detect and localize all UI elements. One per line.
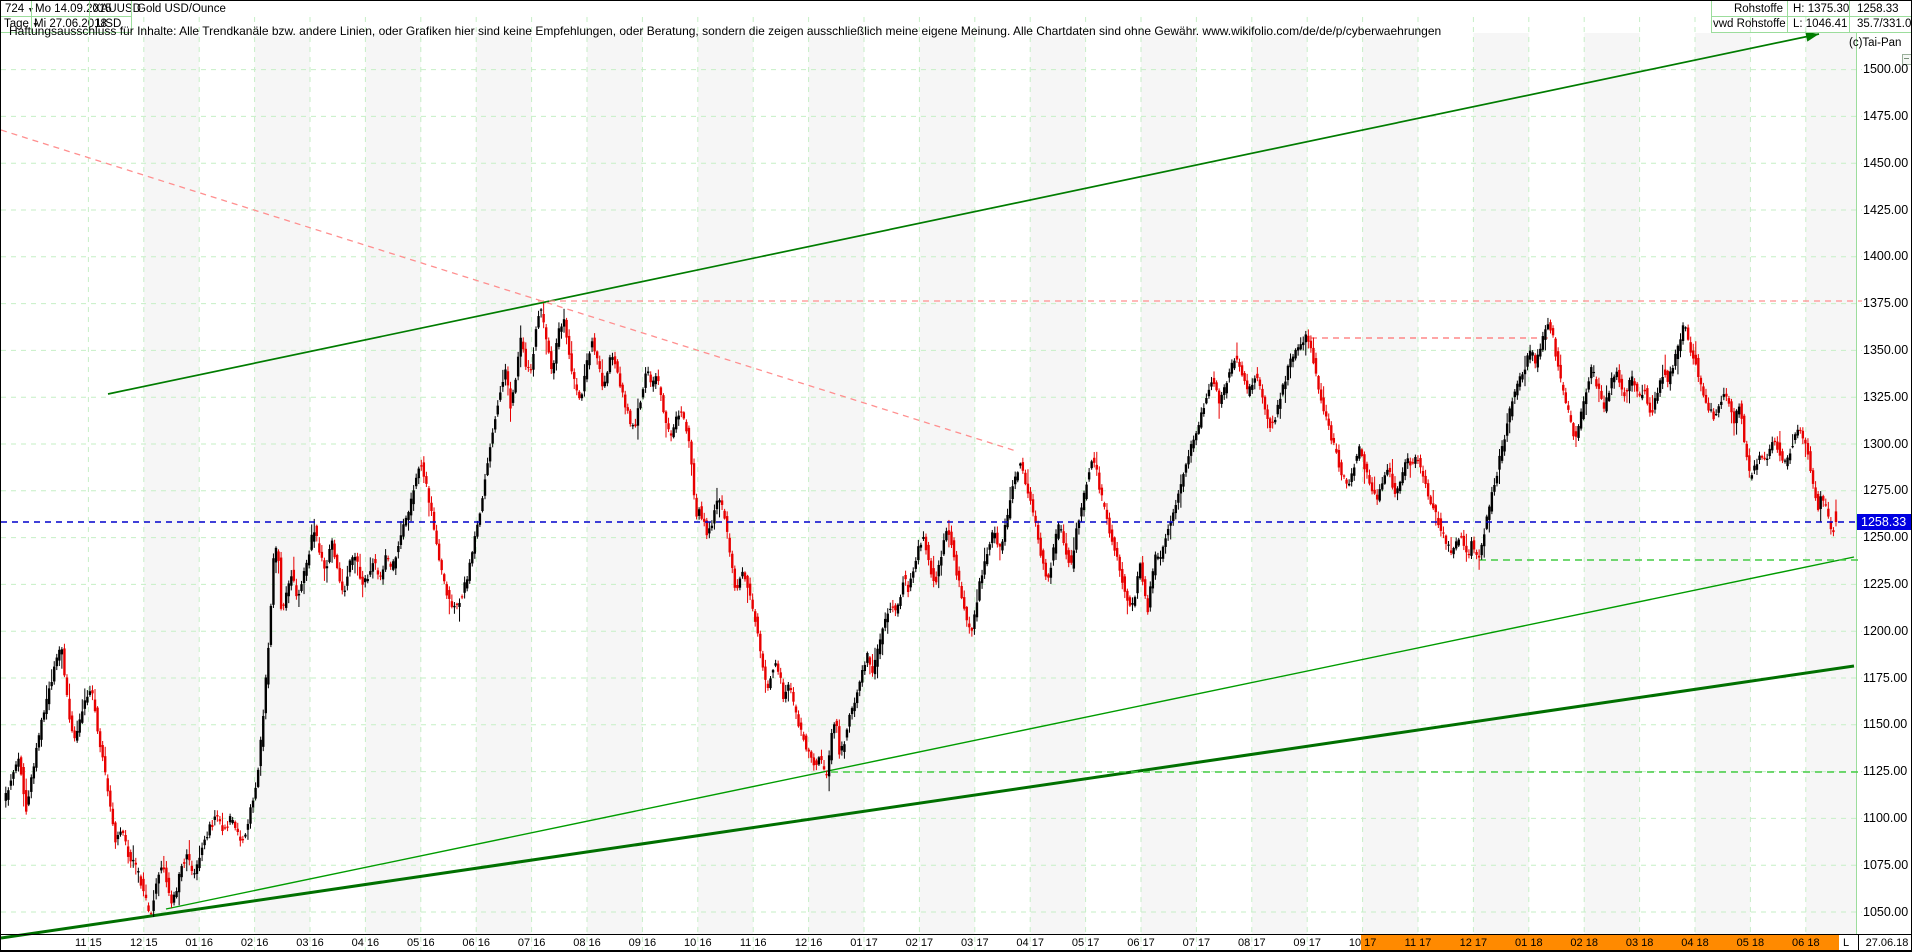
rising-resistance[interactable] [107,33,1820,395]
divider [1,934,1911,935]
month-label: 09 16 [628,937,657,949]
low-label: L: 1046.41 [1793,18,1848,30]
month-label: 11 16 [739,937,767,949]
month-label: 12 17 [1459,937,1488,949]
divider [1,32,131,33]
month-label: 07 16 [517,937,546,949]
symbol-field[interactable]: XAUUSD [93,3,141,15]
month-label: 12 16 [794,937,823,949]
month-label: 10 16 [684,937,712,949]
last-price-label: 1258.33 [1857,3,1899,15]
divider [131,1,132,32]
price-axis-label: 1200.00 [1863,623,1909,638]
month-bands [143,33,1856,934]
month-label: 02 18 [1570,937,1598,949]
month-label: 11 17 [1404,937,1432,949]
price-axis-label: 1325.00 [1863,389,1909,404]
divider [1,950,1911,951]
price-gridlines [1,69,1862,913]
axis-end-date: 27.06.18 [1865,937,1909,949]
price-axis-label: 1075.00 [1863,857,1909,872]
price-axis-label: 1450.00 [1863,155,1909,170]
candles-layer [4,303,1838,917]
copyright-label: (c)Tai-Pan [1849,37,1902,49]
axis-last-label: L [1842,937,1850,949]
price-axis-label: 1250.00 [1863,530,1909,545]
price-axis-label: 1300.00 [1863,436,1909,451]
month-label: 02 17 [905,937,934,949]
divider [1711,32,1911,33]
price-axis-label: 1150.00 [1863,717,1908,732]
price-axis-label: 1225.00 [1863,576,1909,591]
long-downtrend-dashed[interactable] [1,129,1017,452]
month-label: 07 17 [1182,937,1211,949]
currency-label: USD [97,18,122,30]
price-axis-label: 1475.00 [1863,108,1909,123]
month-label: 03 18 [1625,937,1654,949]
month-label: 04 18 [1681,937,1709,949]
month-label: 03 17 [961,937,989,949]
month-label: 03 16 [296,937,324,949]
price-axis-label: 1175.00 [1863,670,1908,685]
month-label: 04 17 [1016,937,1044,949]
bars-count-field[interactable]: 724 ▼ [5,3,34,17]
divider [1858,935,1859,950]
disclaimer-text: Haftungsausschluss für Inhalte: Alle Tre… [9,24,1442,38]
price-axis-label: 1100.00 [1863,810,1908,825]
price-axis-label: 1350.00 [1863,342,1909,357]
change-info-label: 35.7/331.0 [1857,18,1912,30]
month-label: 05 16 [407,937,435,949]
current-price-badge: 1258.33 [1857,514,1911,530]
period-field[interactable]: Tage ▼ [4,18,39,32]
instrument-name: Gold USD/Ounce [137,3,226,15]
date-from-field[interactable]: Mo 14.09.2015 [35,3,112,15]
price-axis-label: 1425.00 [1863,202,1909,217]
support-from-dec2015-low[interactable] [165,556,1855,910]
chevron-down-icon[interactable]: ▼ [32,22,40,29]
provider-label: vwd Rohstoffe [1713,18,1786,30]
period-label: Tage [4,18,29,30]
month-label: 06 17 [1127,937,1155,949]
price-axis-label: 1500.00 [1863,62,1909,77]
month-label: 05 17 [1071,937,1100,949]
price-axis-label: 1125.00 [1863,764,1908,779]
price-axis-label: 1050.00 [1863,904,1909,919]
month-label: 11 15 [75,937,102,949]
divider [1711,16,1911,17]
month-label: 01 17 [850,937,878,949]
month-label: 01 18 [1515,937,1543,949]
month-label: 05 18 [1736,937,1765,949]
month-label: 06 18 [1792,937,1820,949]
month-label: 02 16 [240,937,269,949]
trendline-arrow-icon [1805,31,1819,42]
month-label: 12 15 [130,937,158,949]
month-label: 10 17 [1348,937,1377,949]
channel-support-thick[interactable] [1,664,1855,940]
divider [1,16,131,17]
month-label: 08 16 [573,937,601,949]
price-axis-label: 1275.00 [1863,483,1909,498]
price-axis-label: 1375.00 [1863,296,1909,311]
bars-count: 724 [5,3,25,15]
collapse-icon[interactable] [1902,54,1911,65]
chevron-down-icon[interactable]: ▼ [27,7,34,14]
high-label: H: 1375.30 [1793,3,1850,15]
month-label: 08 17 [1238,937,1266,949]
date-to-field[interactable]: Mi 27.06.2018 [34,18,107,30]
price-axis-label: 1400.00 [1863,249,1909,264]
highlighted-period [1360,935,1839,950]
month-label: 09 17 [1293,937,1321,949]
month-label: 04 16 [351,937,380,949]
month-label: 06 16 [462,937,490,949]
month-label: 01 16 [185,937,213,949]
category-label: Rohstoffe [1733,3,1783,15]
